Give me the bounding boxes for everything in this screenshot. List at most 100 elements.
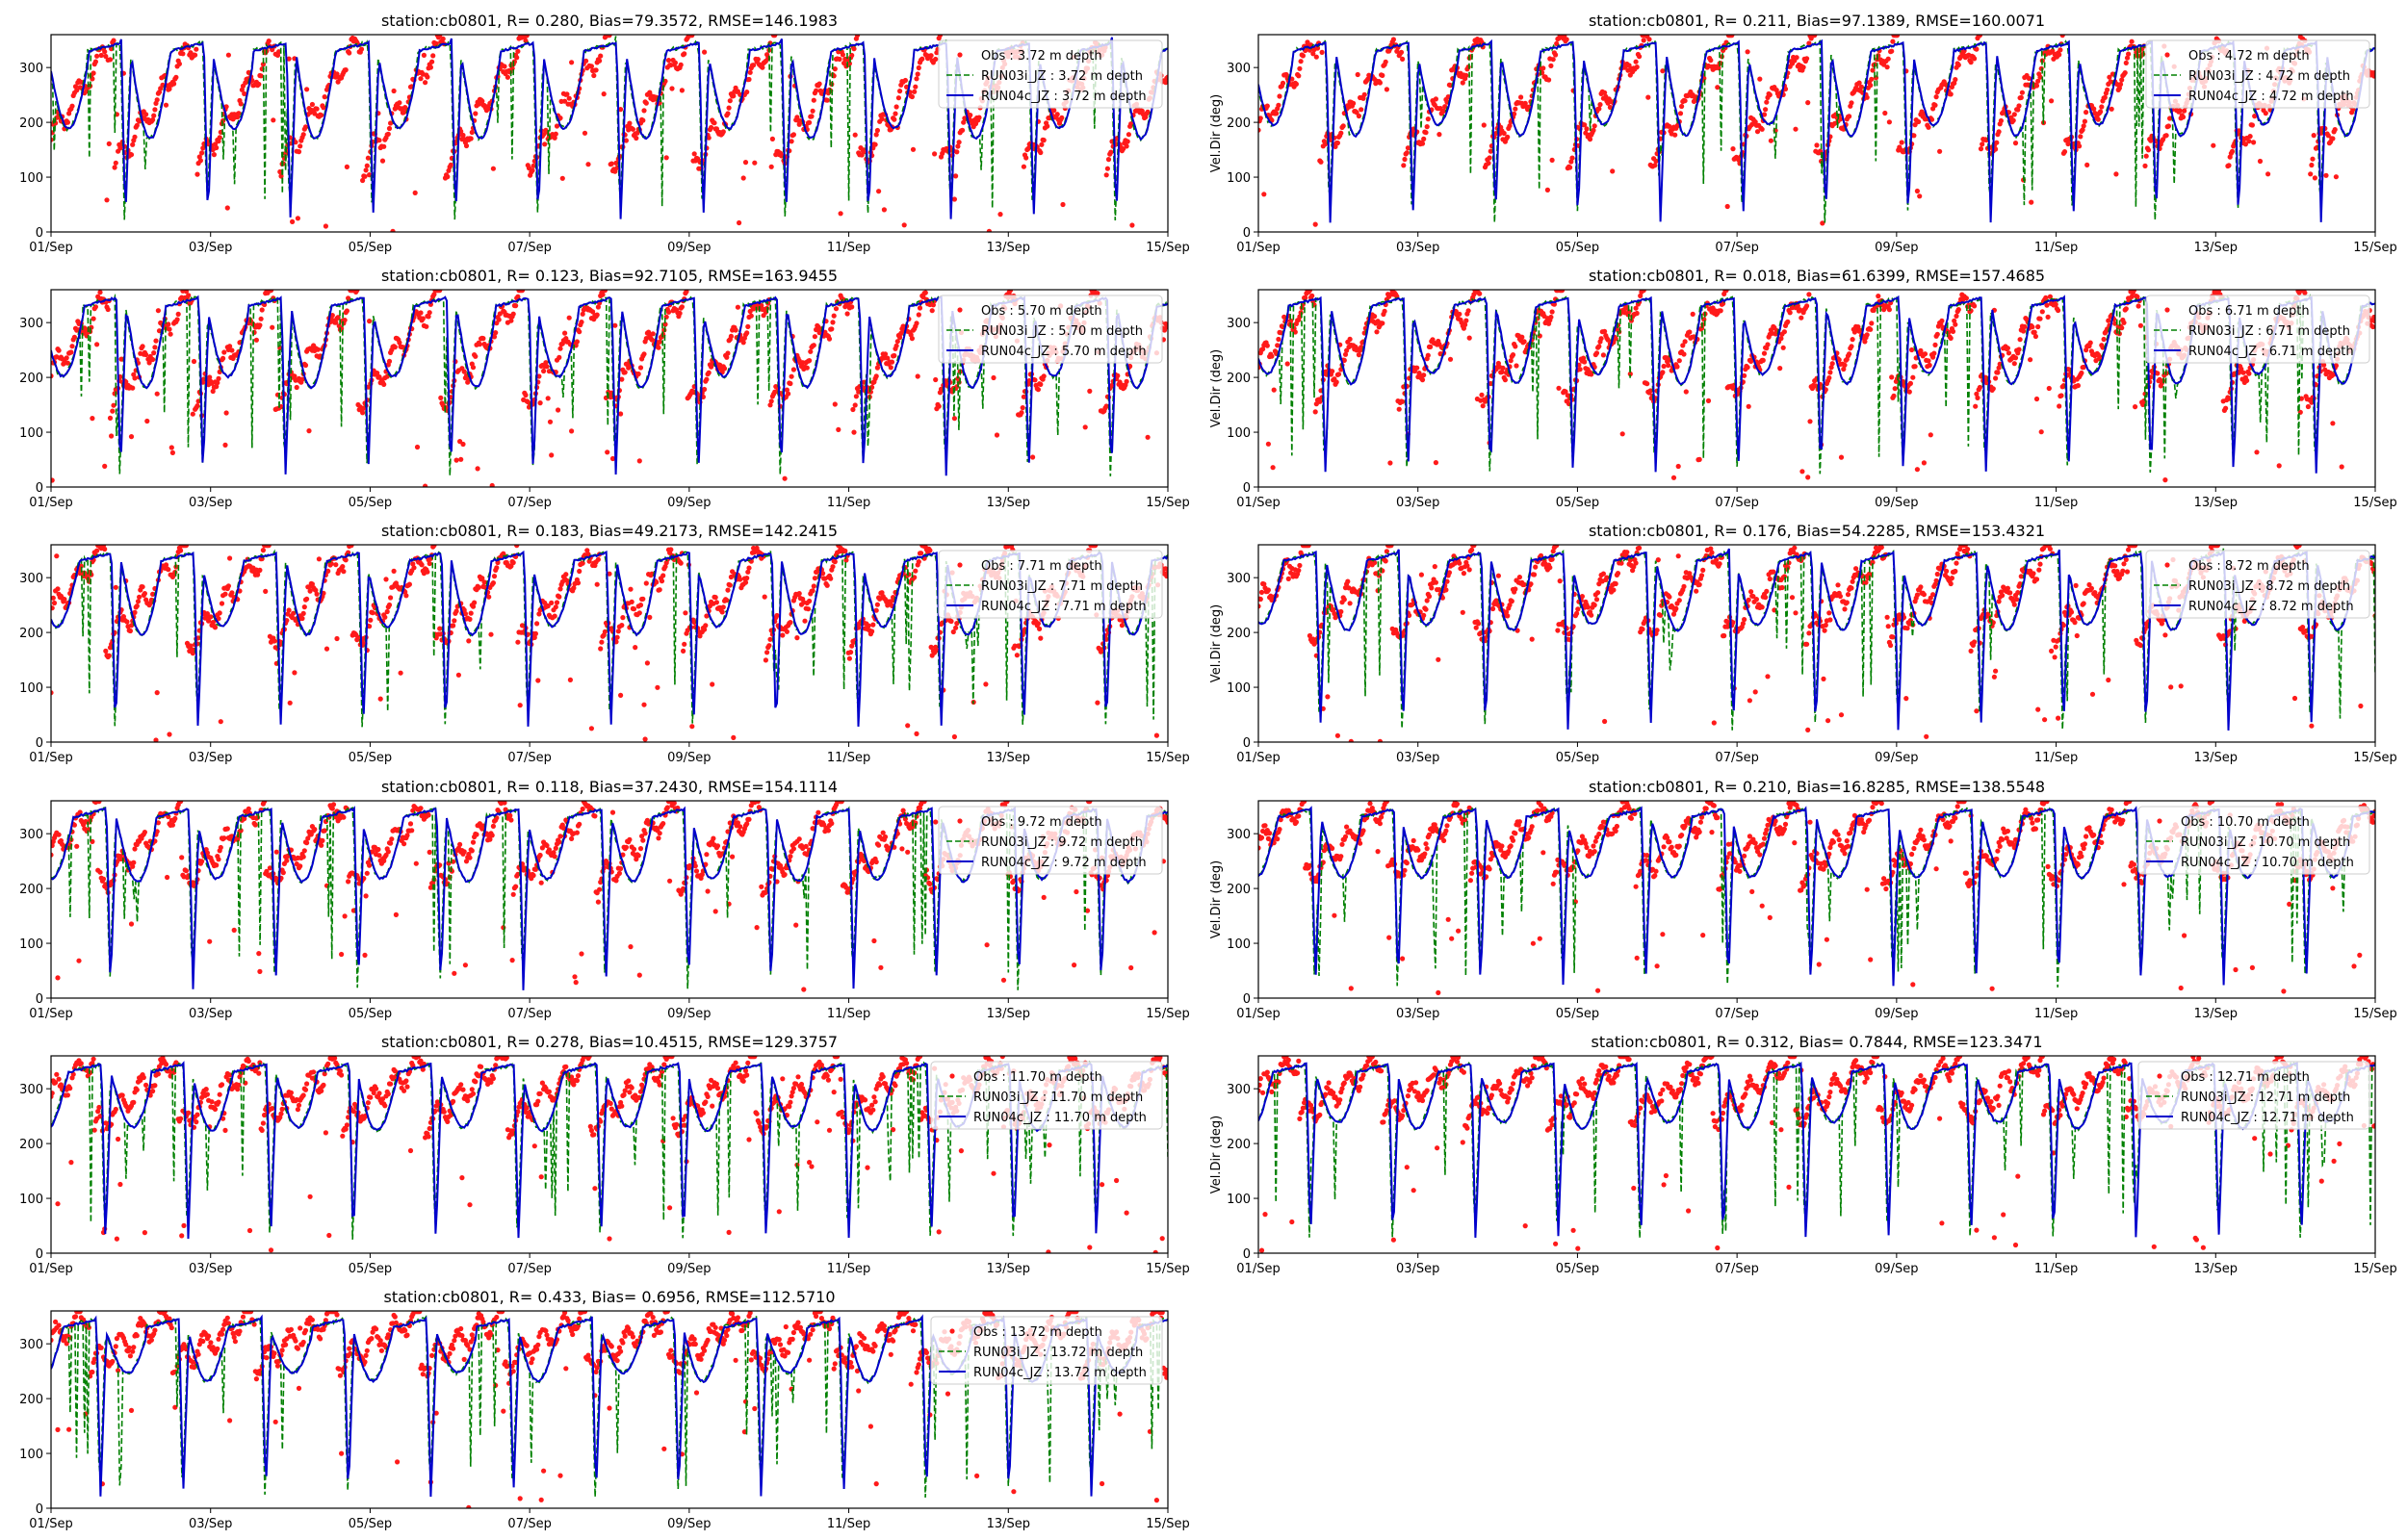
obs-point (151, 350, 157, 356)
obs-point (820, 571, 826, 577)
obs-point (2091, 106, 2097, 112)
obs-point (2129, 294, 2135, 299)
obs-point (2016, 103, 2022, 109)
x-tick-label: 09/Sep (667, 496, 711, 510)
obs-point (1600, 352, 1606, 358)
obs-point (1805, 100, 1811, 106)
obs-point (1121, 146, 1126, 152)
obs-point (1993, 375, 1999, 381)
obs-point (1274, 111, 1280, 116)
obs-point (745, 323, 751, 329)
obs-point (812, 576, 818, 581)
obs-point (1342, 351, 1349, 357)
obs-point (195, 635, 201, 641)
obs-point (2038, 65, 2044, 71)
obs-point (844, 311, 850, 317)
obs-point (1087, 388, 1093, 394)
obs-point (1849, 100, 1854, 106)
obs-point (634, 135, 639, 141)
obs-point (1466, 335, 1472, 341)
obs-point (2119, 325, 2125, 331)
obs-point (2226, 396, 2232, 401)
obs-point (343, 557, 349, 563)
obs-point (334, 635, 340, 642)
obs-point (812, 334, 818, 340)
obs-point (150, 116, 156, 123)
y-axis-label: Vel.Dir (deg) (1209, 349, 1224, 427)
obs-point (1939, 318, 1945, 323)
obs-point (322, 94, 327, 100)
obs-point (1932, 102, 1938, 108)
legend-entry: RUN03i_JZ : 6.71 m depth (2188, 324, 2350, 339)
obs-point (2257, 158, 2264, 165)
obs-point (406, 581, 412, 587)
obs-point (1269, 353, 1275, 359)
obs-point (1596, 344, 1602, 349)
obs-point (2035, 323, 2041, 330)
obs-point (150, 356, 156, 363)
obs-point (51, 605, 55, 611)
obs-point (733, 327, 738, 333)
obs-point (302, 124, 309, 130)
obs-point (731, 93, 737, 99)
obs-point (807, 358, 813, 364)
obs-point (212, 625, 219, 630)
obs-point (1333, 379, 1339, 385)
obs-point (304, 596, 310, 602)
obs-point (784, 387, 790, 393)
obs-point (1447, 356, 1454, 362)
obs-point (2032, 329, 2037, 335)
obs-point (544, 364, 550, 370)
obs-point (319, 113, 324, 118)
obs-point (1593, 350, 1600, 356)
obs-point (173, 74, 179, 80)
obs-point (1591, 127, 1596, 133)
obs-point (1994, 140, 2000, 145)
obs-point (1548, 63, 1554, 68)
obs-point (1627, 371, 1633, 377)
obs-point (846, 655, 853, 661)
obs-point (948, 618, 954, 625)
obs-point (55, 586, 61, 592)
obs-point (1820, 220, 1825, 226)
obs-point (344, 308, 349, 314)
obs-point (1634, 64, 1640, 70)
obs-point (292, 373, 298, 379)
obs-point (1785, 319, 1791, 324)
obs-point (557, 346, 563, 351)
obs-point (1488, 380, 1493, 387)
obs-point (398, 670, 403, 676)
obs-point (1916, 118, 1922, 125)
obs-point (1041, 138, 1047, 143)
obs-point (294, 384, 299, 391)
obs-point (130, 141, 136, 147)
obs-point (831, 313, 837, 319)
obs-point (1804, 56, 1810, 62)
obs-point (1360, 95, 1366, 101)
obs-point (1666, 362, 1671, 369)
obs-point (1463, 318, 1469, 323)
obs-point (437, 290, 443, 294)
obs-point (1477, 291, 1483, 296)
obs-point (2061, 149, 2068, 155)
obs-point (168, 445, 174, 450)
obs-point (367, 319, 373, 324)
x-tick-label: 13/Sep (2194, 241, 2238, 255)
obs-point (2039, 309, 2045, 315)
obs-point (662, 321, 668, 327)
obs-point (382, 614, 388, 620)
obs-point (782, 475, 788, 481)
obs-point (1602, 328, 1608, 334)
obs-point (912, 89, 918, 94)
obs-point (2033, 396, 2040, 402)
obs-point (668, 547, 674, 552)
obs-point (2082, 118, 2087, 124)
x-tick-label: 05/Sep (1556, 241, 1599, 255)
obs-point (1462, 321, 1468, 327)
obs-point (128, 434, 135, 440)
obs-point (1553, 52, 1559, 58)
obs-point (1917, 193, 1923, 199)
series-run03i-line (51, 36, 1168, 221)
obs-point (1687, 329, 1693, 335)
obs-point (91, 70, 96, 76)
